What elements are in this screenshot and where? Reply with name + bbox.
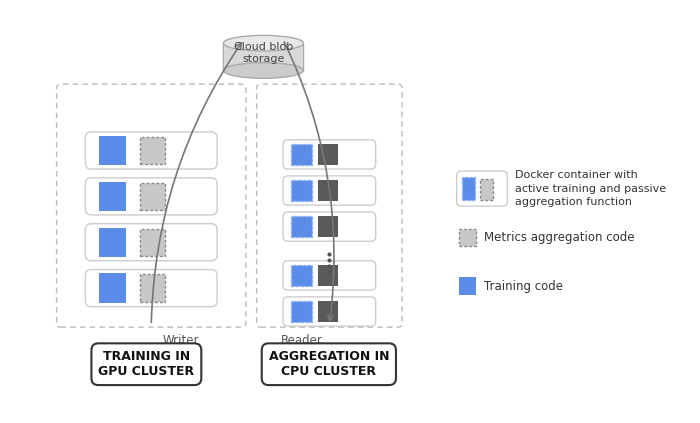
FancyBboxPatch shape <box>85 269 217 307</box>
FancyBboxPatch shape <box>283 176 376 205</box>
Bar <box>99 228 127 257</box>
Bar <box>99 273 127 303</box>
Text: Cloud blob
storage: Cloud blob storage <box>234 42 293 64</box>
Ellipse shape <box>223 63 304 78</box>
FancyBboxPatch shape <box>283 140 376 169</box>
Bar <box>140 228 165 256</box>
Ellipse shape <box>223 36 304 51</box>
Bar <box>225 43 302 71</box>
Text: Writer: Writer <box>162 334 199 347</box>
Bar <box>290 265 312 286</box>
FancyBboxPatch shape <box>456 171 508 206</box>
Bar <box>302 43 304 71</box>
Text: TRAINING IN
GPU CLUSTER: TRAINING IN GPU CLUSTER <box>98 350 195 378</box>
Bar <box>318 216 337 237</box>
Text: AGGREGATION IN
CPU CLUSTER: AGGREGATION IN CPU CLUSTER <box>269 350 389 378</box>
Text: Metrics aggregation code: Metrics aggregation code <box>484 231 634 244</box>
Bar <box>458 277 476 295</box>
Bar <box>290 144 312 165</box>
Bar <box>99 136 127 165</box>
Text: Docker container with
active training and passive
aggregation function: Docker container with active training an… <box>515 170 666 207</box>
FancyBboxPatch shape <box>57 84 246 327</box>
FancyBboxPatch shape <box>257 84 402 327</box>
Bar <box>318 301 337 322</box>
FancyBboxPatch shape <box>85 178 217 215</box>
Bar <box>318 144 337 165</box>
Text: Training code: Training code <box>484 280 563 293</box>
Bar <box>223 43 304 71</box>
FancyBboxPatch shape <box>283 212 376 241</box>
FancyBboxPatch shape <box>283 297 376 326</box>
Bar <box>99 182 127 211</box>
Bar <box>140 275 165 302</box>
Bar <box>480 179 493 200</box>
Bar <box>223 43 225 71</box>
FancyBboxPatch shape <box>283 261 376 290</box>
FancyBboxPatch shape <box>85 224 217 261</box>
Bar <box>318 180 337 201</box>
Bar <box>318 265 337 286</box>
Bar <box>290 180 312 201</box>
Bar <box>290 301 312 322</box>
Bar <box>140 183 165 210</box>
Text: Reader: Reader <box>281 334 323 347</box>
Bar <box>140 137 165 164</box>
Bar <box>458 228 476 246</box>
Bar <box>461 177 475 200</box>
FancyBboxPatch shape <box>85 132 217 169</box>
Bar <box>290 216 312 237</box>
